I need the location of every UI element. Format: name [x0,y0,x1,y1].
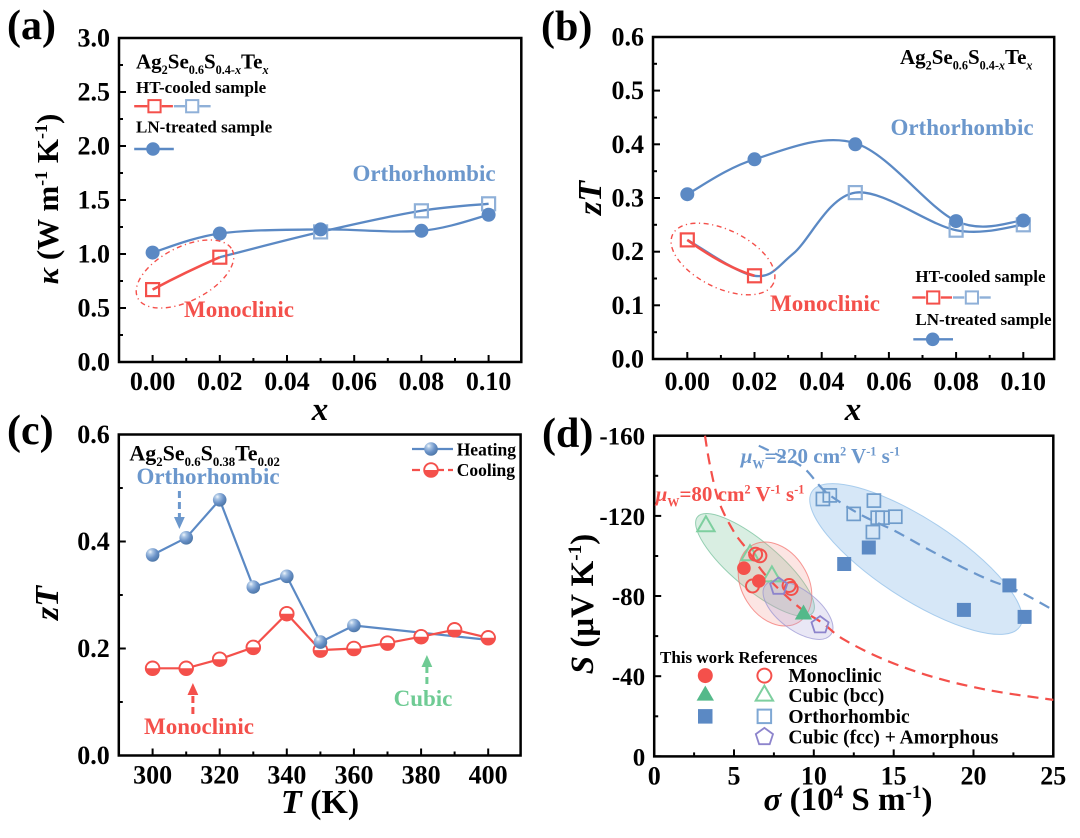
svg-text:κ (W m-1​ K-1​): κ (W m-1​ K-1​) [30,114,65,285]
svg-text:HT-cooled sample: HT-cooled sample [915,267,1046,286]
svg-text:0.3: 0.3 [612,183,645,212]
svg-text:(b): (b) [541,4,592,50]
svg-text:LN-treated sample: LN-treated sample [915,310,1052,329]
svg-text:Orthorhombic: Orthorhombic [890,115,1033,140]
svg-text:0.6: 0.6 [77,420,110,449]
svg-text:2.0: 2.0 [78,132,111,161]
svg-text:x: x [844,392,862,428]
svg-text:Ag2​Se0.6​S0.38​Te0.02​: Ag2​Se0.6​S0.38​Te0.02​ [129,441,280,470]
svg-text:0.0: 0.0 [78,348,111,377]
svg-text:20: 20 [960,762,986,791]
svg-text:This work References: This work References [660,648,818,667]
svg-text:T (K): T (K) [281,784,359,821]
svg-text:2.5: 2.5 [78,78,111,107]
svg-text:300: 300 [133,761,172,790]
svg-text:Orthorhombic: Orthorhombic [788,707,910,728]
svg-text:1.0: 1.0 [78,240,111,269]
svg-text:0.08: 0.08 [399,367,445,396]
svg-text:15: 15 [881,762,907,791]
svg-text:0.4: 0.4 [612,130,645,159]
svg-text:μW​=220 cm2​ V-1​ s-1​: μW​=220 cm2​ V-1​ s-1​ [740,444,900,471]
svg-text:360: 360 [334,761,373,790]
svg-text:0.1: 0.1 [612,291,645,320]
svg-text:380: 380 [402,761,441,790]
svg-text:zT: zT [29,585,66,621]
svg-text:zT: zT [572,180,609,216]
svg-text:Monoclinic: Monoclinic [144,714,254,739]
svg-text:σ (104​ S m-1​): σ (104​ S m-1​) [764,782,933,818]
svg-text:0: 0 [648,762,661,791]
svg-text:0.0: 0.0 [612,345,645,374]
svg-text:Cooling: Cooling [457,460,516,480]
svg-text:320: 320 [200,761,239,790]
svg-text:0.2: 0.2 [612,237,645,266]
svg-text:25: 25 [1040,762,1066,791]
svg-text:Orthorhombic: Orthorhombic [136,464,279,489]
svg-text:0.00: 0.00 [665,367,711,396]
svg-text:Monoclinic: Monoclinic [184,297,294,322]
svg-text:0.00: 0.00 [130,367,176,396]
svg-text:Cubic: Cubic [394,686,453,711]
svg-text:5: 5 [728,762,741,791]
svg-text:Monoclinic: Monoclinic [788,666,882,687]
svg-text:HT-cooled sample: HT-cooled sample [136,78,267,97]
svg-text:(c): (c) [7,408,54,454]
svg-text:-40: -40 [612,664,645,691]
svg-text:-160: -160 [599,424,645,451]
svg-text:LN-treated sample: LN-treated sample [136,118,273,137]
svg-text:0.0: 0.0 [77,741,110,770]
svg-text:0.04: 0.04 [264,367,310,396]
svg-text:3.0: 3.0 [78,24,111,53]
svg-text:0.5: 0.5 [612,76,645,105]
svg-text:(a): (a) [7,3,56,49]
svg-text:Heating: Heating [457,440,517,460]
svg-text:0.06: 0.06 [331,367,377,396]
svg-text:10: 10 [801,762,827,791]
svg-text:0.10: 0.10 [1001,367,1047,396]
svg-text:0.04: 0.04 [799,367,845,396]
svg-text:1.5: 1.5 [78,186,111,215]
svg-text:x: x [311,392,329,428]
svg-text:0.4: 0.4 [77,527,110,556]
svg-text:340: 340 [267,761,306,790]
svg-text:400: 400 [469,761,508,790]
svg-text:Cubic (fcc) + Amorphous: Cubic (fcc) + Amorphous [788,727,998,748]
svg-text:0.2: 0.2 [77,634,110,663]
svg-text:Monoclinic: Monoclinic [770,291,880,316]
svg-text:0: 0 [633,744,646,771]
svg-text:0.06: 0.06 [866,367,912,396]
svg-text:0.6: 0.6 [612,22,645,51]
svg-text:0.02: 0.02 [732,367,778,396]
svg-text:0.10: 0.10 [466,367,512,396]
svg-text:0.02: 0.02 [197,367,243,396]
svg-text:0.5: 0.5 [78,294,111,323]
svg-text:Orthorhombic: Orthorhombic [352,161,495,186]
svg-text:Cubic (bcc): Cubic (bcc) [788,686,884,707]
svg-text:-80: -80 [612,584,645,611]
svg-text:(d): (d) [542,411,593,457]
svg-text:-120: -120 [599,504,645,531]
svg-text:0.08: 0.08 [933,367,979,396]
